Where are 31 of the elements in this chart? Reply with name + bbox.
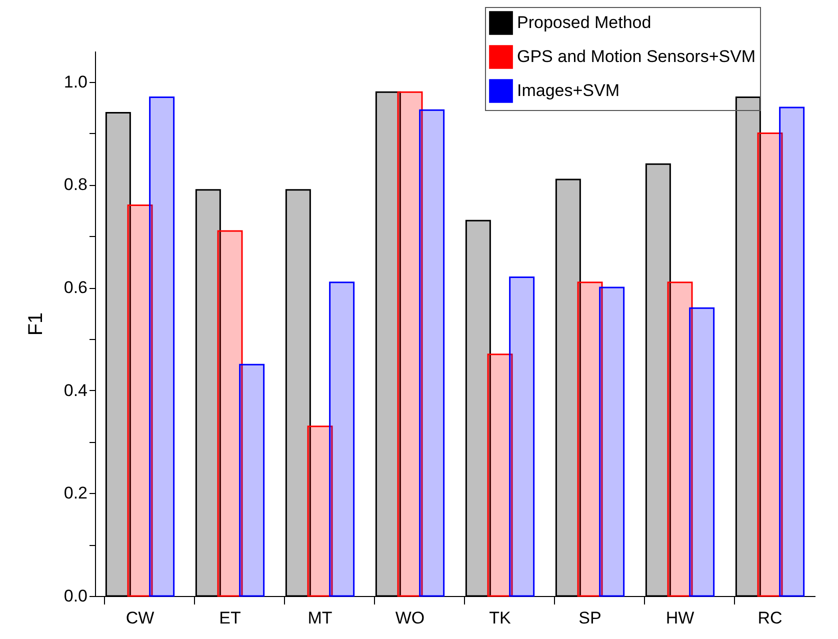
legend-label: Images+SVM — [517, 81, 620, 100]
y-tick-label: 1.0 — [64, 72, 88, 92]
x-tick-label: MT — [308, 608, 332, 628]
x-tick-label: CW — [126, 608, 154, 628]
bar — [285, 189, 311, 597]
x-tick-label: HW — [666, 608, 694, 628]
legend-label: GPS and Motion Sensors+SVM — [517, 47, 756, 66]
bar — [217, 230, 243, 597]
y-tick-label: 0.8 — [64, 175, 88, 194]
bar — [419, 109, 445, 597]
bar — [465, 220, 491, 597]
legend-label: Proposed Method — [517, 13, 652, 32]
x-tick-label: ET — [219, 608, 241, 628]
bar — [509, 276, 535, 597]
y-tick-label: 0.6 — [64, 278, 88, 298]
bar — [689, 307, 715, 597]
y-axis-title: F1 — [24, 312, 47, 336]
x-tick-label: SP — [578, 608, 602, 628]
x-tick-label: RC — [758, 608, 782, 628]
x-tick-label: WO — [395, 608, 425, 628]
y-tick-label: 0.0 — [64, 586, 88, 606]
bar — [149, 96, 175, 597]
bar — [239, 364, 265, 597]
bar — [329, 282, 355, 597]
bar — [779, 106, 805, 597]
bar — [645, 163, 671, 597]
bar — [599, 286, 625, 597]
x-tick-label: TK — [489, 608, 512, 628]
y-tick-label: 0.2 — [64, 484, 88, 503]
bar — [555, 178, 581, 597]
y-tick-label: 0.4 — [64, 380, 88, 400]
